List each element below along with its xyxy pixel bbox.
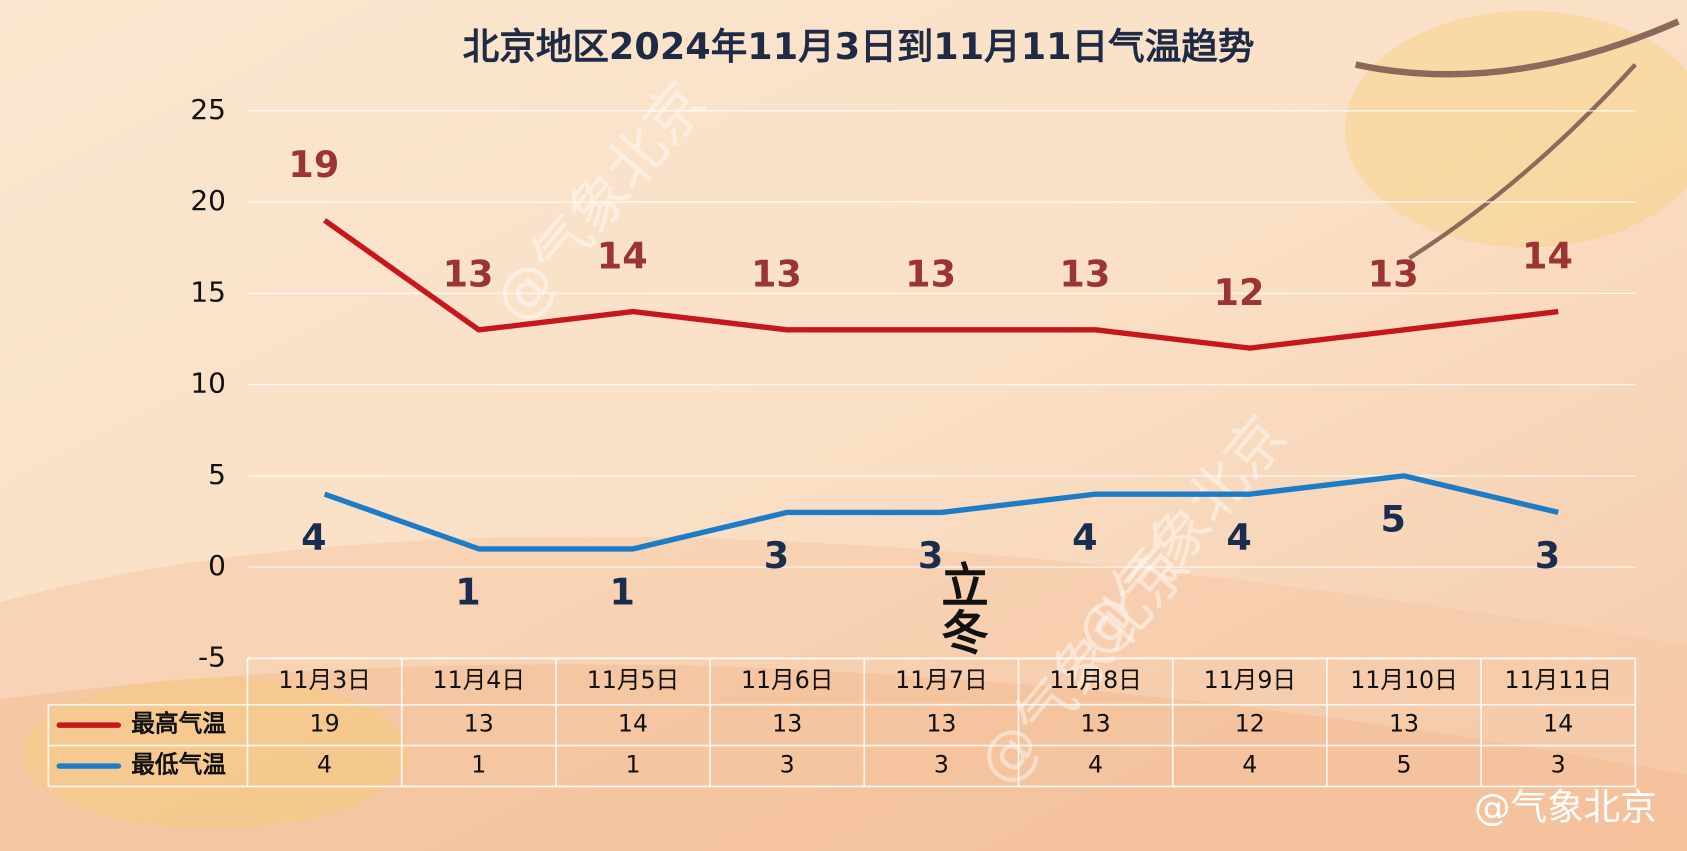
table-cell: 4 [1088,751,1103,779]
table-cell: 12 [1235,710,1265,738]
x-tick-label: 11月6日 [741,666,833,694]
legend-label: 最低气温 [131,751,226,779]
y-tick-label: 10 [190,367,226,400]
data-label: 4 [1226,516,1251,559]
table-cell: 4 [317,751,332,779]
legend-label: 最高气温 [131,710,226,738]
data-label: 13 [1368,253,1419,296]
table-cell: 5 [1396,751,1411,779]
y-tick-label: 15 [190,275,226,308]
table-cell: 13 [772,710,802,738]
table-cell: 14 [618,710,648,738]
ginkgo-decoration [1344,10,1687,248]
x-tick-label: 11月4日 [433,666,525,694]
table-cell: 13 [926,710,956,738]
data-label: 14 [1522,234,1573,277]
branch-decoration [1354,18,1680,78]
y-tick-label: 0 [208,549,226,582]
table-cell: 3 [780,751,795,779]
table-cell: 13 [464,710,494,738]
table-cell: 4 [1242,751,1257,779]
table-cell: 3 [1551,751,1566,779]
y-tick-label: 5 [208,458,226,491]
table-cell: 14 [1543,710,1573,738]
background-wave [0,536,1687,851]
data-label: 13 [905,253,956,296]
background-wave [0,664,1687,851]
x-tick-label: 11月11日 [1504,666,1612,694]
table-cell: 3 [934,751,949,779]
x-tick-label: 11月9日 [1204,666,1296,694]
x-tick-label: 11月8日 [1049,666,1141,694]
series-line [323,218,1559,351]
y-tick-label: 25 [190,93,226,126]
table-cell: 13 [1081,710,1111,738]
branch-decoration [1408,63,1637,261]
ginkgo-decoration [21,677,409,829]
chart-title: 北京地区2024年11月3日到11月11日气温趋势 [463,25,1255,68]
data-label: 13 [751,253,802,296]
data-label: 1 [610,571,635,614]
x-tick-label: 11月5日 [587,666,679,694]
y-tick-label: 20 [190,184,226,217]
data-label: 12 [1214,271,1265,314]
x-tick-label: 11月10日 [1350,666,1458,694]
data-label: 4 [301,516,326,559]
data-label: 3 [918,534,943,577]
x-tick-label: 11月3日 [278,666,370,694]
data-label: 1 [455,571,480,614]
data-label: 3 [764,534,789,577]
data-label: 14 [597,234,648,277]
y-tick-label: -5 [198,640,226,673]
table-cell: 13 [1389,710,1419,738]
solar-term: 立冬 [933,560,989,655]
logo-text: @气象北京 [1474,786,1657,829]
data-label: 5 [1381,498,1406,541]
table-cell: 19 [310,710,340,738]
data-label: 3 [1535,534,1560,577]
table-cell: 1 [625,751,640,779]
table-cell: 1 [471,751,486,779]
data-label: 19 [288,143,339,186]
data-label: 4 [1072,516,1097,559]
series-line [323,473,1559,552]
x-tick-label: 11月7日 [895,666,987,694]
data-label: 13 [443,253,494,296]
data-label: 13 [1059,253,1110,296]
